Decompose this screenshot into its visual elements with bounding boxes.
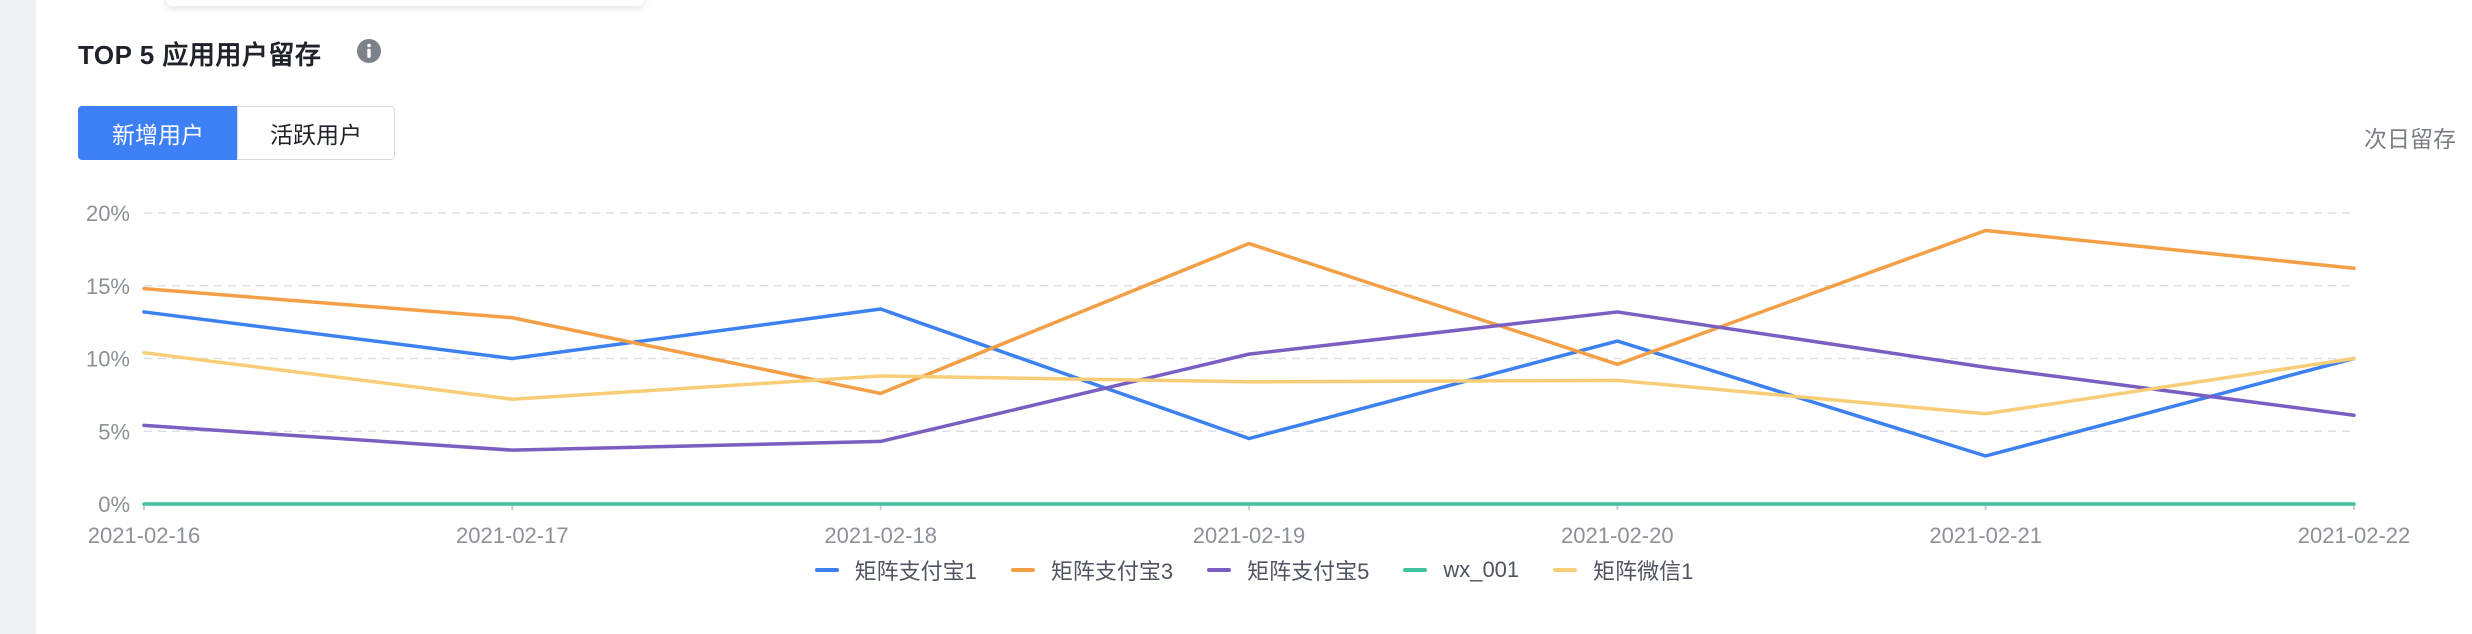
legend-label: 矩阵支付宝3 [1050, 559, 1174, 584]
legend-label: 矩阵微信1 [1593, 559, 1694, 584]
x-tick-label: 2021-02-19 [1193, 523, 1306, 548]
x-tick-label: 2021-02-17 [456, 523, 569, 548]
x-tick-label: 2021-02-20 [1561, 523, 1674, 548]
y-tick-label: 10% [86, 347, 130, 372]
x-tick-label: 2021-02-16 [88, 523, 201, 548]
legend-item[interactable]: 矩阵微信1 [1553, 554, 1693, 586]
y-tick-label: 20% [86, 201, 130, 226]
legend-label: 矩阵支付宝5 [1247, 559, 1370, 584]
legend-label: 矩阵支付宝1 [854, 559, 977, 584]
legend-swatch [1010, 568, 1035, 572]
tab-active-users[interactable]: 活跃用户 [237, 106, 395, 160]
panel-title: TOP 5 应用用户留存 [78, 40, 322, 70]
info-circle-icon[interactable] [356, 38, 382, 64]
y-tick-label: 15% [86, 274, 130, 299]
legend-label: wx_001 [1443, 557, 1520, 582]
x-tick-label: 2021-02-22 [2298, 523, 2411, 548]
series-line-1 [142, 307, 2356, 458]
legend-swatch [1553, 568, 1578, 572]
legend-swatch [1403, 568, 1428, 572]
series-line-2 [142, 228, 2356, 396]
y-tick-label: 5% [98, 419, 130, 444]
retention-panel: TOP 5 应用用户留存 新增用户 活跃用户 次日留存 0% 5% 10% 15% 20… [36, 0, 2472, 634]
y-tick-label: 0% [98, 492, 130, 517]
legend-item[interactable]: 矩阵支付宝3 [1010, 554, 1174, 586]
x-tick-label: 2021-02-21 [1929, 523, 2042, 548]
x-tick-label: 2021-02-18 [824, 523, 937, 548]
legend-swatch [1207, 568, 1232, 572]
legend-item[interactable]: wx_001 [1403, 557, 1519, 583]
legend-item[interactable]: 矩阵支付宝1 [814, 554, 977, 586]
metric-selector[interactable]: 次日留存 [2364, 126, 2456, 152]
series-line-5 [142, 350, 2356, 416]
legend-item[interactable]: 矩阵支付宝5 [1207, 554, 1369, 586]
tab-new-users[interactable]: 新增用户 [78, 106, 238, 160]
chart-legend: 矩阵支付宝1 矩阵支付宝3 矩阵支付宝5 wx_001 矩阵微信1 [36, 552, 2472, 588]
retention-line-chart: 0% 5% 10% 15% 20% 2021-02-16 2021-02-17 2021-02… [86, 201, 2411, 548]
series-line-3 [142, 310, 2356, 452]
legend-swatch [814, 568, 839, 572]
tooltip-popover-edge [166, 0, 644, 6]
